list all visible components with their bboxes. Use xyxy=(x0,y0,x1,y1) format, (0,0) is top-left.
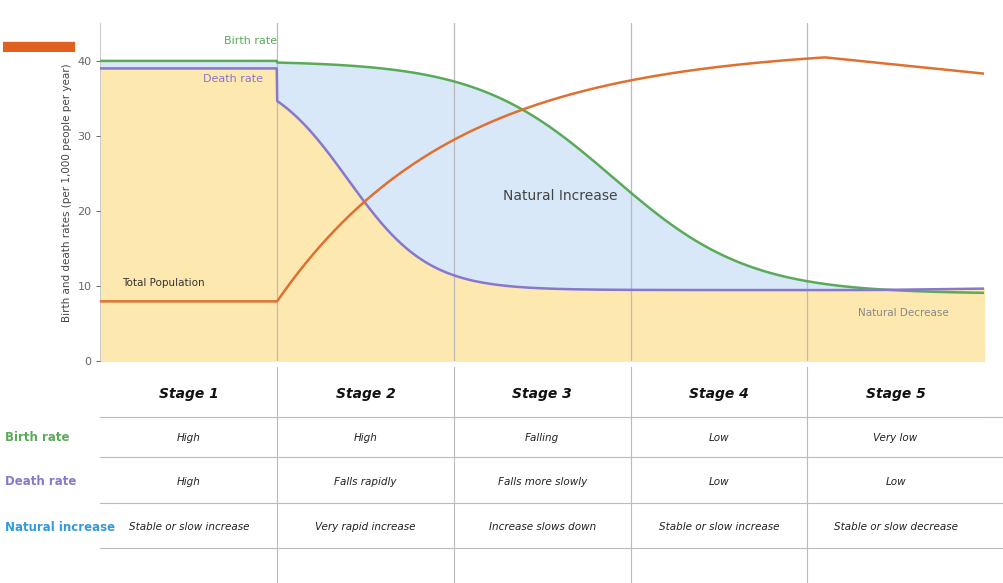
Text: Our World: Our World xyxy=(16,13,62,22)
Text: Natural increase: Natural increase xyxy=(5,521,115,533)
Text: High: High xyxy=(177,433,201,443)
Text: Stable or slow increase: Stable or slow increase xyxy=(658,522,778,532)
Text: Total Population: Total Population xyxy=(122,278,205,288)
Text: Low: Low xyxy=(708,433,728,443)
Text: Stage 3: Stage 3 xyxy=(512,387,572,401)
Text: Death rate: Death rate xyxy=(5,475,76,488)
Text: in Data: in Data xyxy=(23,26,55,34)
Text: Falling: Falling xyxy=(525,433,559,443)
Text: Stage 1: Stage 1 xyxy=(158,387,219,401)
Text: High: High xyxy=(353,433,377,443)
Y-axis label: Birth and death rates (per 1,000 people per year): Birth and death rates (per 1,000 people … xyxy=(61,63,71,322)
Text: Death rate: Death rate xyxy=(203,75,263,85)
Text: High: High xyxy=(177,476,201,487)
Text: Stage 5: Stage 5 xyxy=(865,387,925,401)
Text: Falls more slowly: Falls more slowly xyxy=(497,476,586,487)
Text: Increase slows down: Increase slows down xyxy=(488,522,595,532)
Text: Very low: Very low xyxy=(873,433,917,443)
Text: Birth rate: Birth rate xyxy=(5,431,69,444)
Bar xyxy=(3,41,75,52)
Text: Falls rapidly: Falls rapidly xyxy=(334,476,396,487)
Text: Stable or slow increase: Stable or slow increase xyxy=(128,522,249,532)
Text: Birth rate: Birth rate xyxy=(224,36,277,46)
Text: Natural Increase: Natural Increase xyxy=(503,189,617,203)
Text: Stable or slow decrease: Stable or slow decrease xyxy=(832,522,957,532)
Text: Very rapid increase: Very rapid increase xyxy=(315,522,415,532)
Text: Stage 4: Stage 4 xyxy=(688,387,748,401)
Text: Natural Decrease: Natural Decrease xyxy=(857,308,948,318)
Text: Low: Low xyxy=(885,476,905,487)
Text: Low: Low xyxy=(708,476,728,487)
Text: Stage 2: Stage 2 xyxy=(335,387,395,401)
